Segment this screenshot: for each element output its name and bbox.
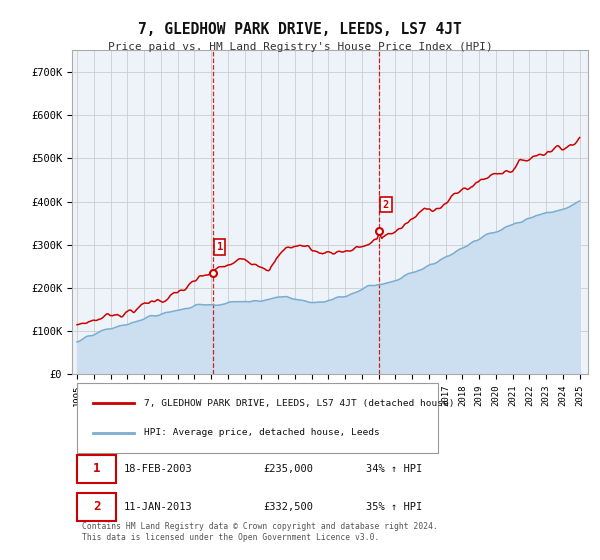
Text: HPI: Average price, detached house, Leeds: HPI: Average price, detached house, Leed… (144, 428, 380, 437)
FancyBboxPatch shape (77, 383, 439, 453)
Text: 2: 2 (93, 501, 100, 514)
Text: 2: 2 (383, 200, 389, 210)
Text: 11-JAN-2013: 11-JAN-2013 (124, 502, 193, 512)
Text: 7, GLEDHOW PARK DRIVE, LEEDS, LS7 4JT: 7, GLEDHOW PARK DRIVE, LEEDS, LS7 4JT (138, 22, 462, 38)
FancyBboxPatch shape (77, 455, 116, 483)
Text: Price paid vs. HM Land Registry's House Price Index (HPI): Price paid vs. HM Land Registry's House … (107, 42, 493, 52)
Text: 18-FEB-2003: 18-FEB-2003 (124, 464, 193, 474)
Text: 1: 1 (217, 242, 223, 252)
Text: 34% ↑ HPI: 34% ↑ HPI (366, 464, 422, 474)
Text: 7, GLEDHOW PARK DRIVE, LEEDS, LS7 4JT (detached house): 7, GLEDHOW PARK DRIVE, LEEDS, LS7 4JT (d… (144, 399, 455, 408)
Text: £332,500: £332,500 (263, 502, 313, 512)
Text: Contains HM Land Registry data © Crown copyright and database right 2024.
This d: Contains HM Land Registry data © Crown c… (82, 522, 438, 542)
Text: 1: 1 (93, 462, 100, 475)
Text: £235,000: £235,000 (263, 464, 313, 474)
FancyBboxPatch shape (77, 493, 116, 521)
Text: 35% ↑ HPI: 35% ↑ HPI (366, 502, 422, 512)
